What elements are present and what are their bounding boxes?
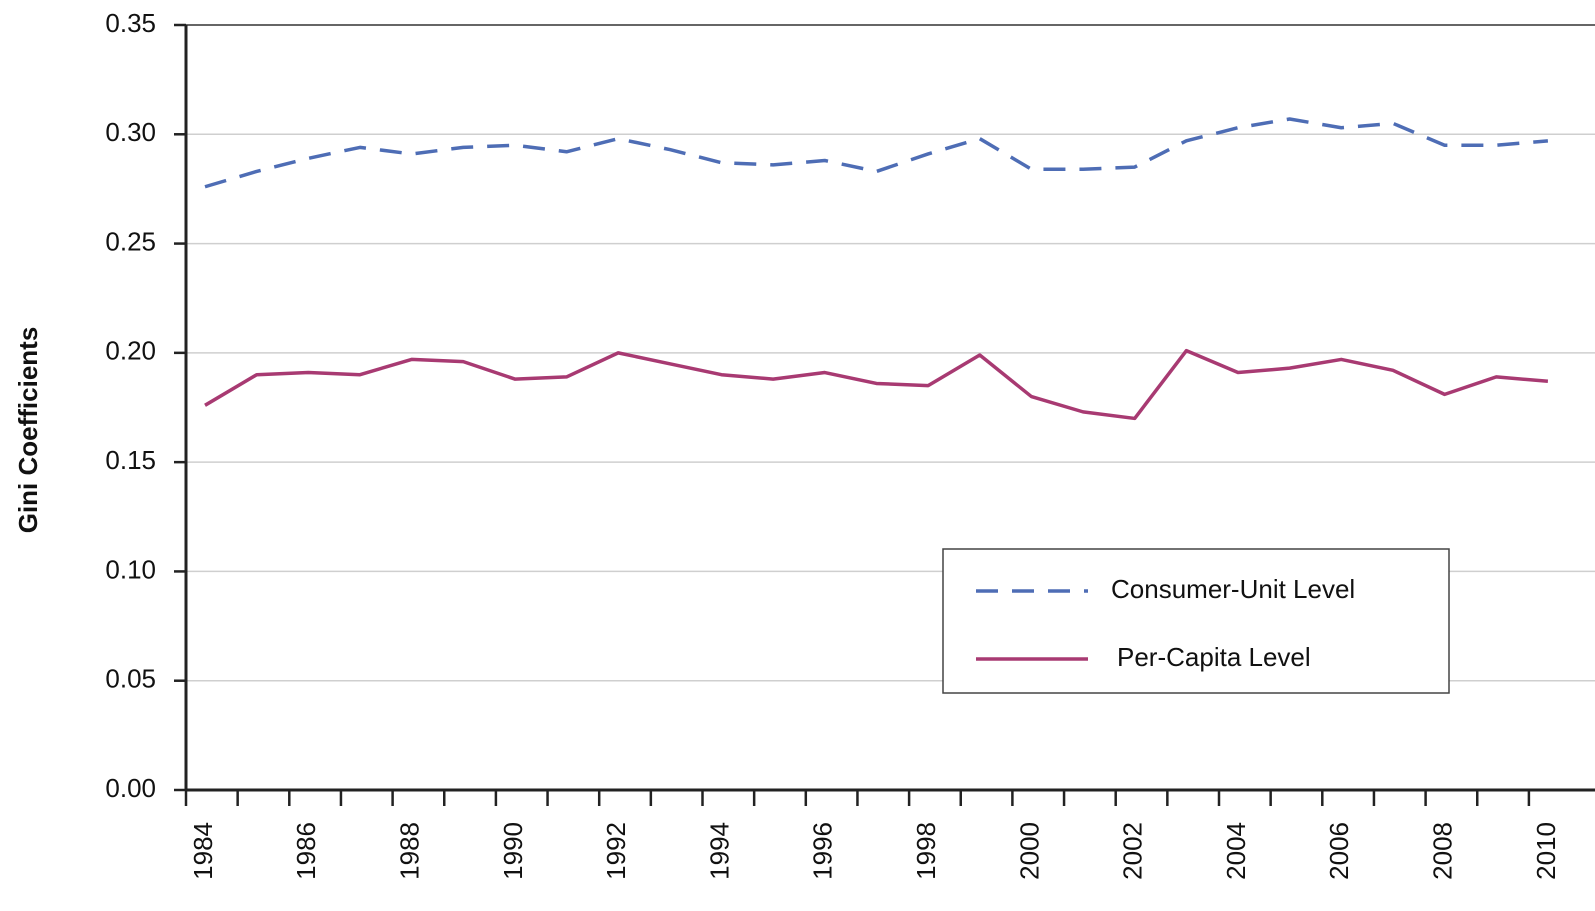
x-tick-label: 1988 [394, 822, 424, 880]
x-tick-label: 2002 [1118, 822, 1148, 880]
x-tick-label: 2010 [1531, 822, 1561, 880]
y-tick-label: 0.35 [105, 8, 156, 38]
y-tick-label: 0.30 [105, 117, 156, 147]
legend-label: Per-Capita Level [1117, 642, 1311, 672]
legend-box [942, 548, 1450, 694]
series-line [204, 348, 1549, 421]
y-axis-title: Gini Coefficients [13, 327, 43, 534]
x-tick-label: 2006 [1324, 822, 1354, 880]
x-tick-label: 1992 [601, 822, 631, 880]
x-tick-label: 2000 [1014, 822, 1044, 880]
legend-label: Consumer-Unit Level [1111, 574, 1355, 604]
y-tick-label: 0.15 [105, 445, 156, 475]
x-tick-label: 1994 [704, 822, 734, 880]
series-line [204, 117, 1549, 189]
y-tick-label: 0.25 [105, 226, 156, 256]
x-tick-label: 1984 [188, 822, 218, 880]
x-tick-label: 1996 [808, 822, 838, 880]
y-tick-label: 0.20 [105, 336, 156, 366]
x-tick-label: 1986 [291, 822, 321, 880]
x-tick-label: 1990 [498, 822, 528, 880]
x-tick-label: 1998 [911, 822, 941, 880]
y-tick-label: 0.00 [105, 773, 156, 803]
y-tick-label: 0.05 [105, 664, 156, 694]
x-tick-label: 2008 [1427, 822, 1457, 880]
y-tick-label: 0.10 [105, 554, 156, 584]
x-tick-label: 2004 [1221, 822, 1251, 880]
